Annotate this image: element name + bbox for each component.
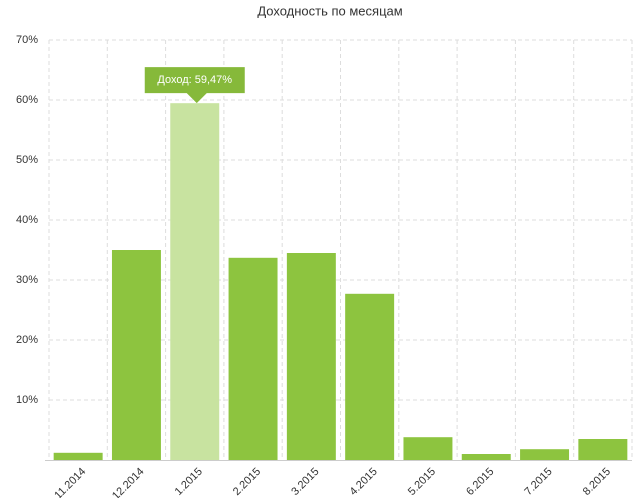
chart-title: Доходность по месяцам — [257, 3, 402, 18]
x-tick: 4.2015 — [348, 466, 380, 498]
x-tick-label: 5.2015 — [406, 466, 438, 498]
bar — [578, 439, 628, 460]
bar — [461, 454, 511, 460]
x-tick-label: 2.2015 — [231, 466, 263, 498]
bar — [170, 103, 220, 461]
bar — [286, 253, 336, 460]
y-tick-label: 50% — [16, 154, 38, 166]
bar — [111, 250, 161, 460]
bar — [403, 437, 453, 460]
bar — [228, 257, 278, 460]
x-tick: 5.2015 — [406, 466, 438, 498]
bar — [520, 449, 570, 460]
x-tick-label: 1.2015 — [173, 466, 205, 498]
y-tick-label: 30% — [16, 274, 38, 286]
x-tick: 8.2015 — [581, 466, 613, 498]
x-tick-label: 6.2015 — [464, 466, 496, 498]
y-tick-label: 60% — [16, 94, 38, 106]
x-tick: 3.2015 — [289, 466, 321, 498]
x-tick: 2.2015 — [231, 466, 263, 498]
bar — [345, 293, 395, 460]
x-tick-label: 7.2015 — [522, 466, 554, 498]
y-tick-label: 20% — [16, 334, 38, 346]
tooltip-label: Доход: 59,47% — [157, 74, 232, 86]
x-tick: 6.2015 — [464, 466, 496, 498]
x-tick-label: 8.2015 — [581, 466, 613, 498]
y-tick-label: 40% — [16, 214, 38, 226]
bar — [53, 452, 103, 460]
x-tick: 11.2014 — [52, 466, 88, 498]
x-tick: 12.2014 — [110, 466, 147, 498]
x-tick-label: 3.2015 — [289, 466, 321, 498]
y-tick-label: 10% — [16, 394, 38, 406]
x-tick-label: 11.2014 — [52, 466, 88, 498]
tooltip-box — [144, 67, 245, 104]
x-tick-label: 4.2015 — [348, 466, 380, 498]
x-tick: 1.2015 — [173, 466, 205, 498]
x-tick-label: 12.2014 — [110, 466, 147, 498]
x-tick: 7.2015 — [522, 466, 554, 498]
y-tick-label: 70% — [16, 34, 38, 46]
